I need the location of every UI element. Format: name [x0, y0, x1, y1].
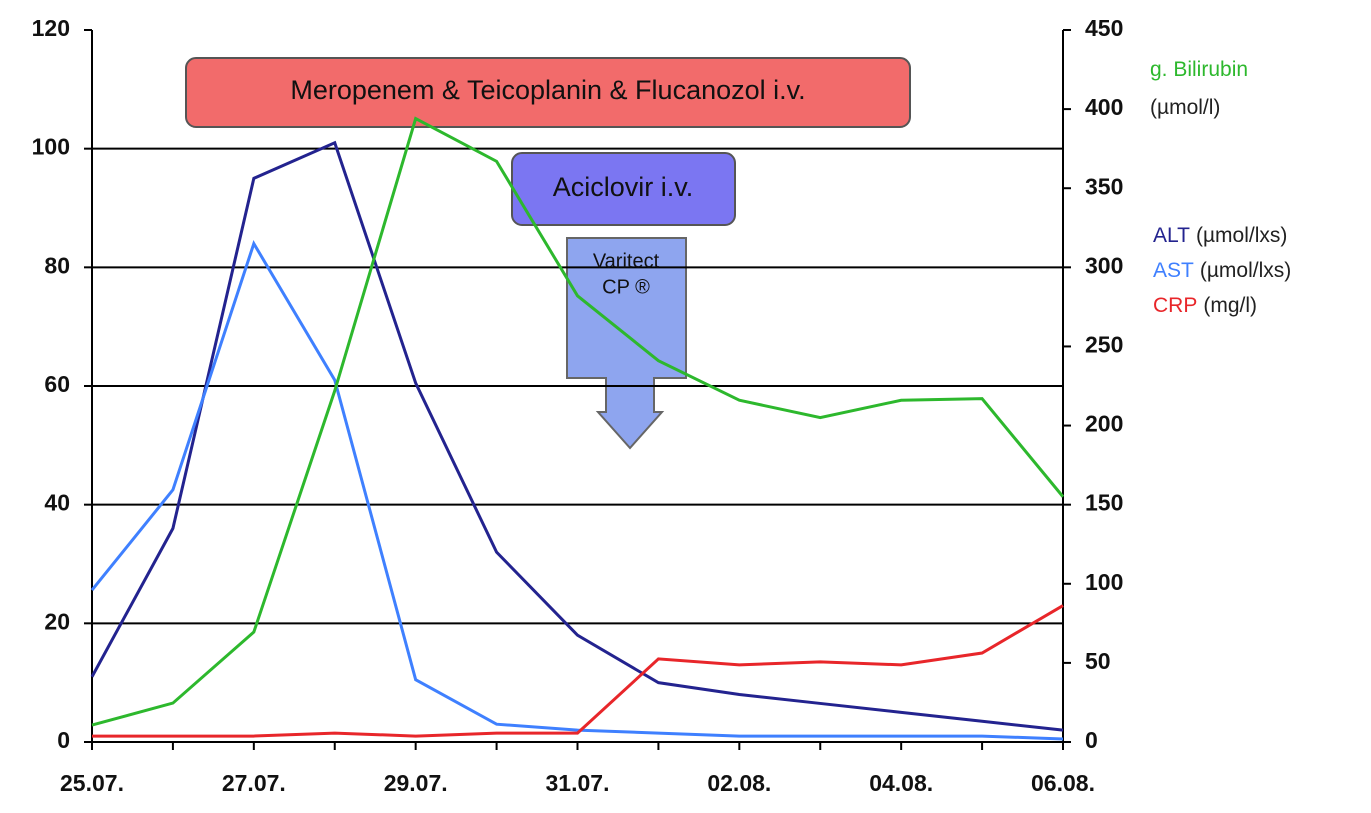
annotation-arrow	[566, 237, 687, 450]
legend-name: AST	[1153, 259, 1194, 282]
y2-tick-label: 100	[1085, 569, 1123, 595]
legend-entry: g. Bilirubin (µmol/l)	[1150, 58, 1248, 119]
y2-tick-label: 0	[1085, 727, 1098, 753]
x-tick-label: 06.08.	[1031, 770, 1095, 796]
y-tick-label: 60	[44, 371, 70, 397]
y2-tick-label: 400	[1085, 94, 1123, 120]
legend-entry: ALT (µmol/lxs)	[1153, 224, 1287, 247]
y2-tick-label: 450	[1085, 15, 1123, 41]
y-tick-label: 20	[44, 608, 70, 634]
y2-tick-label: 200	[1085, 411, 1123, 437]
x-tick-label: 25.07.	[60, 770, 124, 796]
x-tick-label: 31.07.	[546, 770, 610, 796]
legend-name: ALT	[1153, 224, 1190, 247]
series-line	[91, 116, 1065, 727]
y-tick-label: 120	[32, 15, 70, 41]
annotation-box	[185, 57, 911, 128]
legend-unit: (mg/l)	[1203, 294, 1257, 317]
annotation-text: Meropenem & Teicoplanin & Flucanozol i.v…	[290, 75, 805, 105]
y2-tick-label: 300	[1085, 252, 1123, 278]
x-tick-label: 04.08.	[869, 770, 933, 796]
legend-unit: (µmol/l)	[1150, 96, 1220, 119]
legend-unit: (µmol/lxs)	[1200, 259, 1291, 282]
legend-entry: AST (µmol/lxs)	[1153, 259, 1291, 282]
y2-tick-label: 250	[1085, 332, 1123, 358]
y-tick-label: 100	[32, 134, 70, 160]
annotation-text: CP ®	[602, 276, 650, 298]
legend-entry: CRP (mg/l)	[1153, 294, 1257, 317]
y2-tick-label: 150	[1085, 490, 1123, 516]
y-tick-label: 40	[44, 490, 70, 516]
y2-tick-label: 350	[1085, 173, 1123, 199]
x-tick-label: 29.07.	[384, 770, 448, 796]
y2-tick-label: 50	[1085, 648, 1111, 674]
series-line	[92, 604, 1064, 738]
series-line	[90, 239, 1064, 741]
y-tick-label: 0	[57, 727, 70, 753]
x-tick-label: 02.08.	[707, 770, 771, 796]
x-tick-label: 27.07.	[222, 770, 286, 796]
legend-name: g. Bilirubin	[1150, 58, 1248, 81]
legend-name: CRP	[1153, 294, 1197, 317]
legend-unit: (µmol/lxs)	[1196, 224, 1287, 247]
series-line	[90, 140, 1064, 732]
annotation-text: Varitect	[593, 250, 660, 272]
y-tick-label: 80	[44, 252, 70, 278]
annotation-text: Aciclovir i.v.	[553, 172, 694, 202]
